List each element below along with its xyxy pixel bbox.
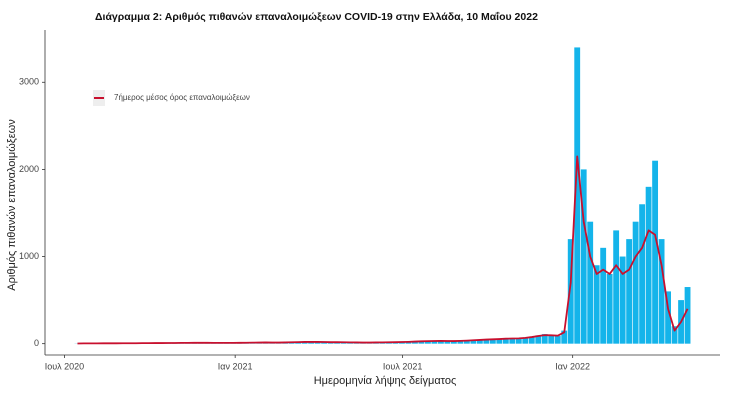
bar — [646, 187, 652, 344]
x-tick-label: Ιαν 2021 — [218, 361, 253, 371]
bar — [633, 222, 639, 344]
bar — [607, 274, 613, 344]
x-axis-label: Ημερομηνία λήψης δείγματος — [314, 375, 457, 387]
bar — [594, 265, 600, 343]
bar — [587, 222, 593, 344]
x-tick-label: Ιαν 2022 — [555, 361, 590, 371]
bar — [685, 287, 691, 344]
y-tick-label: 3000 — [19, 77, 39, 87]
legend-label: 7ήμερος μέσος όρος επαναλοιμώξεων — [114, 93, 250, 102]
chart-title: Διάγραμμα 2: Αριθμός πιθανών επαναλοιμώξ… — [95, 11, 538, 23]
bar — [626, 239, 632, 344]
bar — [639, 204, 645, 343]
y-tick-label: 2000 — [19, 164, 39, 174]
bar — [600, 248, 606, 344]
bar — [555, 336, 561, 344]
y-tick-label: 0 — [34, 338, 39, 348]
bar — [620, 257, 626, 344]
x-tick-label: Ιουλ 2020 — [45, 361, 84, 371]
bar — [613, 230, 619, 343]
y-axis-label: Αριθμός πιθανών επαναλοιμώξεων — [6, 119, 18, 291]
bar — [652, 161, 658, 344]
y-tick-label: 1000 — [19, 251, 39, 261]
x-tick-label: Ιουλ 2021 — [383, 361, 422, 371]
